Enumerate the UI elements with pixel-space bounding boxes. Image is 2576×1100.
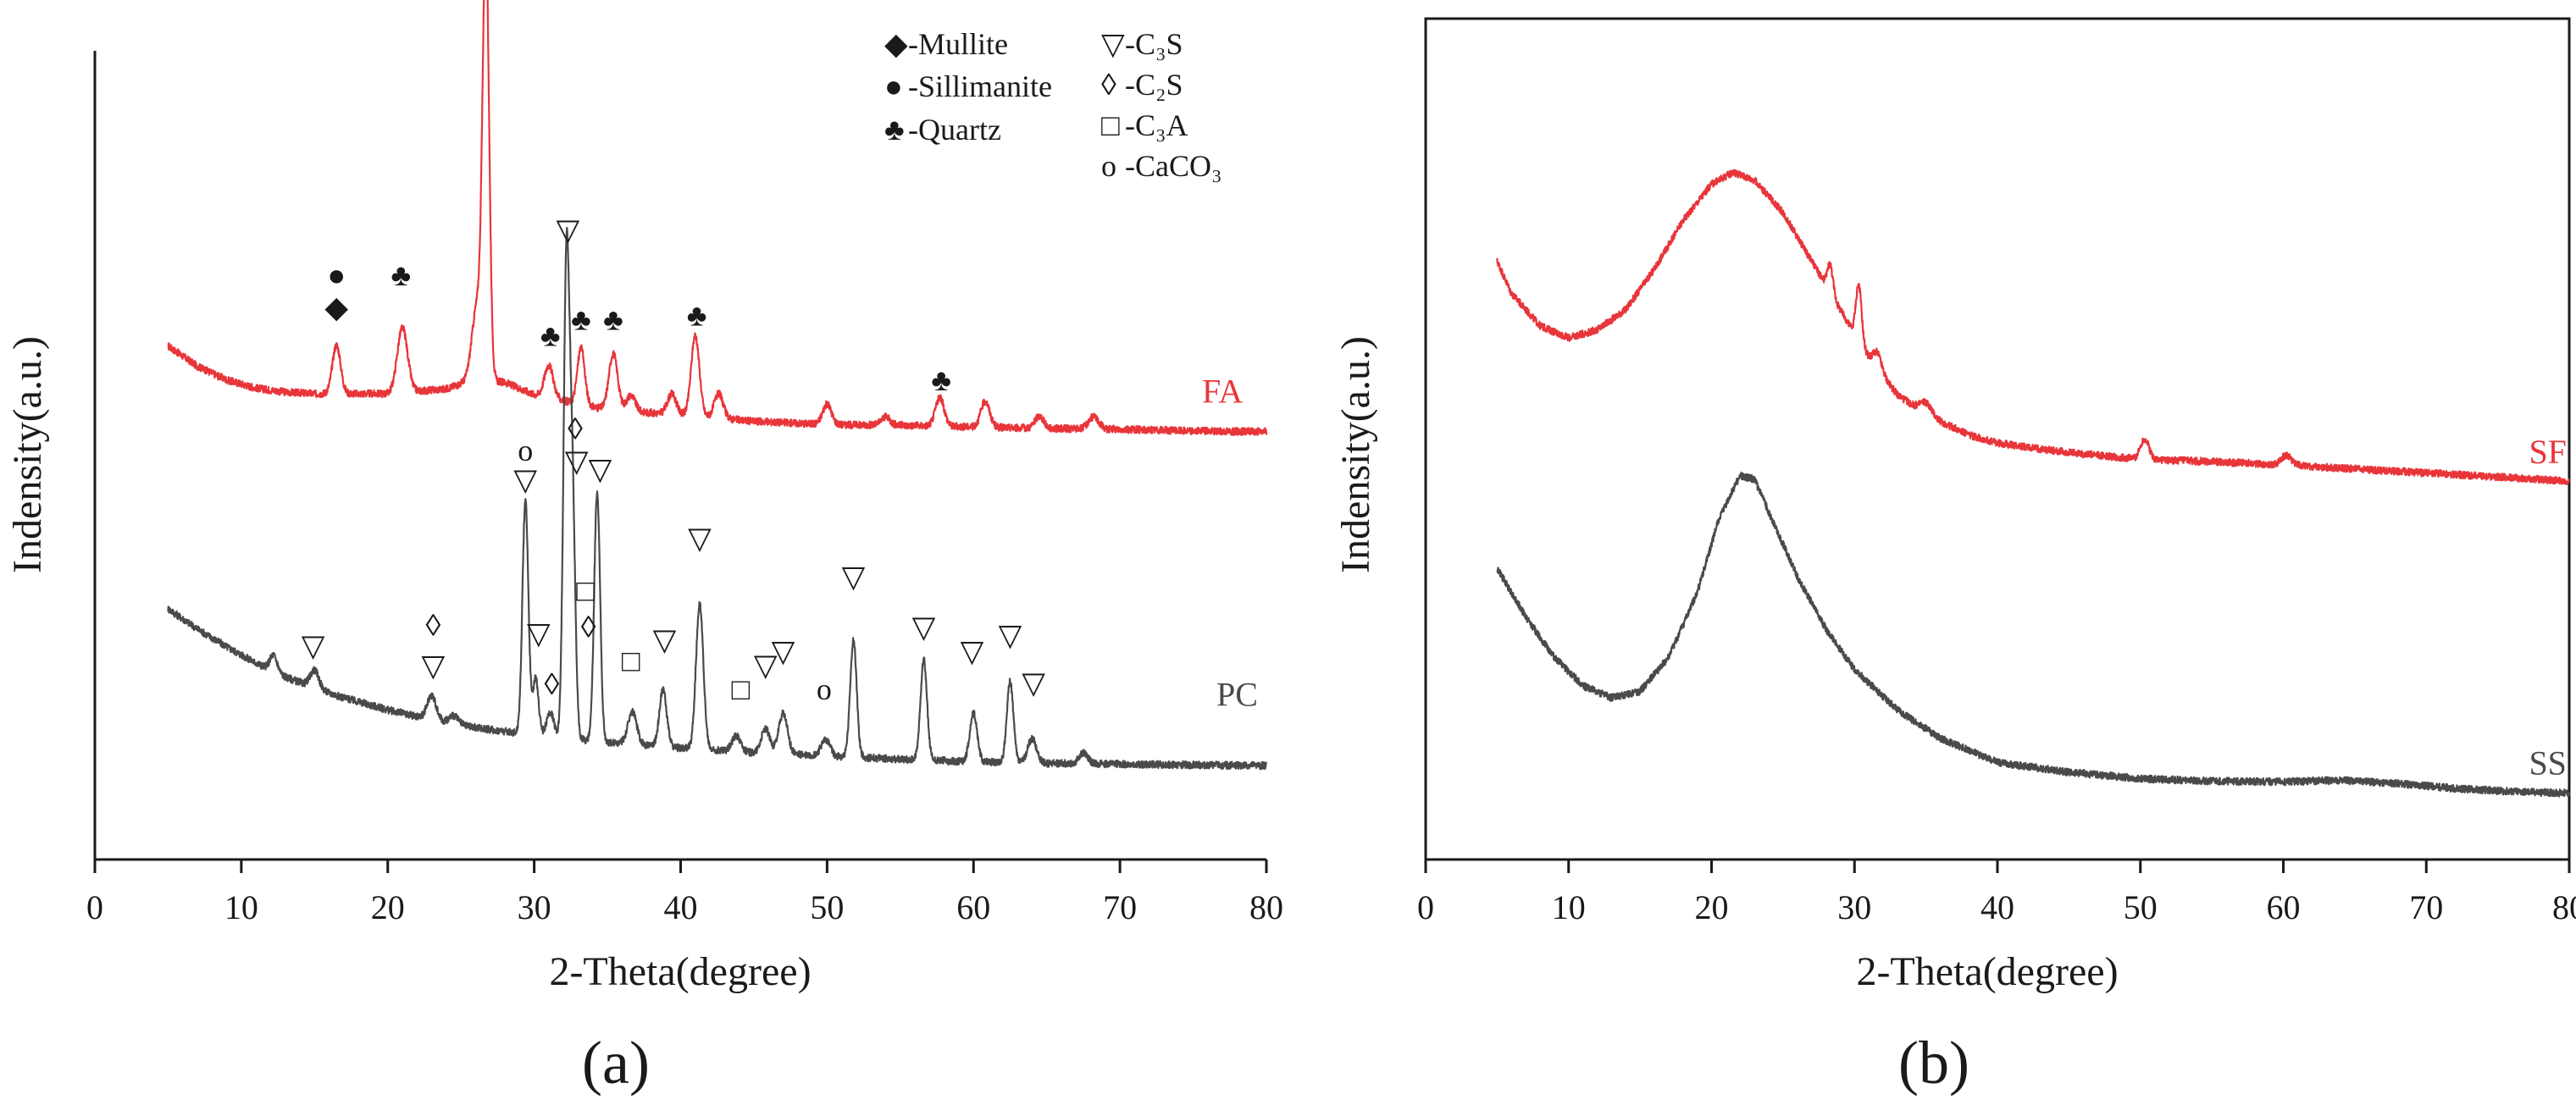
series-line-pc xyxy=(167,226,1267,771)
x-tick-label: 80 xyxy=(1249,888,1283,926)
peak-marker: ▽ xyxy=(688,521,712,555)
legend-symbol: ◆ xyxy=(884,27,908,61)
panel-a-x-ticks xyxy=(93,860,1268,873)
peak-marker: ▽ xyxy=(513,463,537,497)
series-label-pc: PC xyxy=(1216,676,1258,714)
peak-marker: ◊ xyxy=(544,667,559,701)
legend-entry-quartz: ♣ -Quartz xyxy=(884,113,1001,146)
panel-a-peak-markers: ●◆♣●♣♣♣♣♣▽◊▽o▽▽◊▽◊▽□◊▽□▽▽□▽▽o▽▽▽▽▽ xyxy=(302,213,1046,706)
panel-b-x-ticks xyxy=(1424,860,2571,873)
peak-marker: ▽ xyxy=(1022,666,1045,699)
legend-label: -C₃A xyxy=(1125,108,1188,142)
peak-marker: □ xyxy=(732,672,751,706)
peak-marker: ● xyxy=(327,258,346,292)
legend-symbol: ● xyxy=(884,69,903,103)
peak-marker: ♣ xyxy=(603,302,623,336)
panel-a: 0 10 20 30 40 50 60 70 80 2-Theta(degree) Indens… xyxy=(5,0,1283,1097)
peak-marker: ▽ xyxy=(557,213,580,246)
peak-marker: ▽ xyxy=(961,634,984,668)
x-tick-label: 30 xyxy=(518,888,551,926)
panel-b-x-axis-title: 2-Theta(degree) xyxy=(1856,949,2118,994)
panel-b-series: SF SS xyxy=(1496,169,2571,798)
peak-marker: ♣ xyxy=(540,319,561,353)
legend-entry-sillimanite: ● -Sillimanite xyxy=(884,69,1052,103)
series-label-ss: SS xyxy=(2529,744,2567,782)
legend-label: -CaCO₃ xyxy=(1125,149,1222,183)
x-tick-label: 0 xyxy=(1417,888,1434,926)
peak-marker: □ xyxy=(622,644,640,677)
legend-symbol: o xyxy=(1101,149,1116,183)
x-tick-label: 80 xyxy=(2552,888,2576,926)
series-line-sf xyxy=(1496,169,2570,486)
peak-marker: ▽ xyxy=(754,648,778,682)
legend-entry-mullite: ◆ -Mullite xyxy=(884,27,1008,61)
peak-marker: ◊ xyxy=(568,412,583,445)
panel-a-x-axis-title: 2-Theta(degree) xyxy=(549,949,811,994)
peak-marker: ▽ xyxy=(999,618,1022,652)
legend-symbol: ◊ xyxy=(1101,68,1116,102)
x-tick-label: 60 xyxy=(2267,888,2301,926)
peak-marker: ◊ xyxy=(425,608,440,642)
x-tick-label: 30 xyxy=(1837,888,1871,926)
panel-a-series: FA PC xyxy=(167,0,1268,771)
x-tick-label: 0 xyxy=(86,888,103,926)
panel-b-axes-frame xyxy=(1424,17,2571,861)
x-tick-label: 70 xyxy=(2409,888,2443,926)
x-tick-label: 10 xyxy=(224,888,258,926)
legend-label: -Mullite xyxy=(908,27,1008,61)
series-line-ss xyxy=(1496,471,2571,798)
x-tick-label: 20 xyxy=(371,888,405,926)
peak-marker: ▽ xyxy=(527,616,551,650)
legend-label: -Sillimanite xyxy=(908,69,1052,103)
x-tick-label: 60 xyxy=(956,888,990,926)
panel-a-legend: ◆ -Mullite ● -Sillimanite ♣ -Quartz ▽ -C… xyxy=(884,27,1222,183)
panel-b-y-axis-title: Indensity(a.u.) xyxy=(1333,336,1378,573)
peak-marker: ♣ xyxy=(391,258,411,292)
peak-marker: o xyxy=(817,672,832,706)
legend-symbol: □ xyxy=(1101,108,1120,142)
peak-marker: o xyxy=(518,434,533,467)
panel-a-axes-frame xyxy=(93,51,1266,861)
legend-entry-c3s: ▽ -C₃S xyxy=(1101,27,1183,61)
peak-marker: ▽ xyxy=(842,560,866,594)
peak-marker: ♣ xyxy=(571,302,591,336)
x-tick-label: 40 xyxy=(664,888,698,926)
x-tick-label: 20 xyxy=(1695,888,1729,926)
x-tick-label: 10 xyxy=(1552,888,1586,926)
legend-symbol: ▽ xyxy=(1101,27,1125,61)
x-tick-label: 70 xyxy=(1103,888,1137,926)
panel-a-label: (a) xyxy=(582,1029,650,1097)
peak-marker: ♣ xyxy=(931,363,951,397)
peak-marker: ▽ xyxy=(302,628,325,662)
panel-b-x-tick-labels: 0 10 20 30 40 50 60 70 80 xyxy=(1417,888,2576,926)
series-line-fa xyxy=(167,0,1268,436)
x-tick-label: 40 xyxy=(1980,888,2014,926)
peak-marker: ▽ xyxy=(772,634,795,668)
peak-marker: ▽ xyxy=(421,649,445,683)
peak-marker: ▽ xyxy=(912,610,936,644)
panel-a-y-axis-title: Indensity(a.u.) xyxy=(5,336,50,573)
panel-b: 0 10 20 30 40 50 60 70 80 2-Theta(degree) Indens… xyxy=(1333,17,2576,1097)
legend-symbol: ♣ xyxy=(884,113,905,146)
panel-b-label: (b) xyxy=(1898,1029,1969,1097)
peak-marker: □ xyxy=(576,573,595,607)
peak-marker: ◆ xyxy=(324,290,348,324)
series-label-sf: SF xyxy=(2529,433,2567,471)
panel-a-x-tick-labels: 0 10 20 30 40 50 60 70 80 xyxy=(86,888,1283,926)
series-label-fa: FA xyxy=(1202,372,1243,410)
legend-entry-c3a: □ -C₃A xyxy=(1101,108,1188,142)
x-tick-label: 50 xyxy=(810,888,844,926)
legend-entry-caco3: o -CaCO₃ xyxy=(1101,149,1222,183)
peak-marker: ◊ xyxy=(581,610,596,644)
legend-entry-c2s: ◊ -C₂S xyxy=(1101,68,1183,102)
legend-label: -C₂S xyxy=(1125,68,1183,102)
peak-marker: ▽ xyxy=(565,445,589,478)
peak-marker: ▽ xyxy=(589,452,612,486)
peak-marker: ▽ xyxy=(653,623,677,657)
x-tick-label: 50 xyxy=(2124,888,2158,926)
legend-label: -Quartz xyxy=(908,113,1001,146)
legend-label: -C₃S xyxy=(1125,27,1183,61)
peak-marker: ♣ xyxy=(687,299,707,333)
